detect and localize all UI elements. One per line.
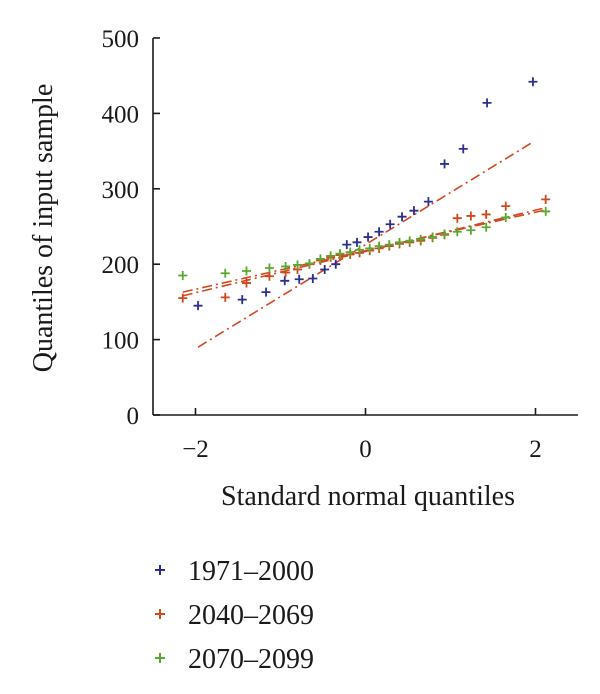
axes xyxy=(152,38,578,416)
x-tick-label: −2 xyxy=(182,436,209,463)
legend-marker xyxy=(155,565,165,575)
data-point xyxy=(331,259,341,269)
data-point xyxy=(416,234,426,244)
fit-line xyxy=(182,209,546,293)
data-point xyxy=(280,276,290,286)
data-point xyxy=(193,301,203,311)
legend-label: 1971–2000 xyxy=(188,556,314,587)
data-point xyxy=(281,261,291,271)
y-tick-label: 0 xyxy=(127,403,140,430)
data-point xyxy=(242,278,251,288)
data-point xyxy=(345,247,355,257)
data-point xyxy=(528,77,538,87)
data-point xyxy=(242,266,251,276)
data-point xyxy=(220,268,230,278)
y-tick-label: 300 xyxy=(102,177,140,204)
data-point xyxy=(481,209,491,219)
data-point xyxy=(541,206,551,216)
y-axis-title: Quantiles of input sample xyxy=(28,84,59,373)
data-point xyxy=(428,232,438,242)
data-point xyxy=(304,258,314,268)
data-point xyxy=(409,206,419,216)
data-point xyxy=(501,212,511,222)
legend: 1971–2000 2040–2069 2070–2099 xyxy=(155,556,314,675)
data-point xyxy=(458,144,468,154)
x-tick-label: 0 xyxy=(359,436,372,463)
data-point xyxy=(264,271,274,281)
data-point xyxy=(363,232,373,242)
data-point xyxy=(397,212,407,222)
data-point xyxy=(440,159,450,169)
data-point xyxy=(178,271,188,281)
fit-line xyxy=(197,141,534,348)
data-point xyxy=(264,263,274,273)
x-tick-label: 2 xyxy=(529,436,542,463)
data-point xyxy=(308,274,318,284)
data-point xyxy=(261,287,271,297)
data-point xyxy=(326,251,336,261)
data-point xyxy=(466,211,476,221)
y-tick-label: 100 xyxy=(102,328,140,355)
data-point xyxy=(335,249,345,259)
y-tick-label: 400 xyxy=(102,101,140,128)
data-point xyxy=(395,237,404,247)
data-point xyxy=(178,293,188,303)
data-point xyxy=(405,236,415,246)
data-points xyxy=(178,77,551,311)
data-point xyxy=(501,201,511,211)
data-point xyxy=(452,227,462,237)
data-point xyxy=(352,237,362,247)
data-point xyxy=(293,260,302,270)
data-point xyxy=(482,98,492,108)
data-point xyxy=(452,213,462,223)
data-point xyxy=(466,225,476,235)
data-point xyxy=(384,240,394,250)
data-point xyxy=(220,292,230,302)
data-point xyxy=(355,245,365,255)
legend-marker xyxy=(155,609,165,619)
x-ticks: −2 0 2 xyxy=(182,408,542,463)
legend-marker xyxy=(155,653,165,663)
data-point xyxy=(541,194,551,204)
data-point xyxy=(315,254,325,264)
data-point xyxy=(294,274,304,284)
data-point xyxy=(481,222,491,232)
data-point xyxy=(342,240,352,250)
y-tick-label: 200 xyxy=(102,252,140,279)
data-point xyxy=(320,264,330,274)
y-tick-label: 500 xyxy=(102,26,140,53)
fit-lines xyxy=(182,141,546,348)
data-point xyxy=(423,197,433,207)
data-point xyxy=(440,229,450,239)
y-ticks: 0 100 200 300 400 500 xyxy=(102,26,160,430)
data-point xyxy=(374,241,384,251)
x-axis-title: Standard normal quantiles xyxy=(221,481,515,512)
data-point xyxy=(365,243,375,253)
legend-label: 2040–2069 xyxy=(188,600,314,631)
data-point xyxy=(237,295,247,305)
data-point xyxy=(385,219,395,229)
legend-label: 2070–2099 xyxy=(188,644,314,675)
data-point xyxy=(374,227,384,237)
